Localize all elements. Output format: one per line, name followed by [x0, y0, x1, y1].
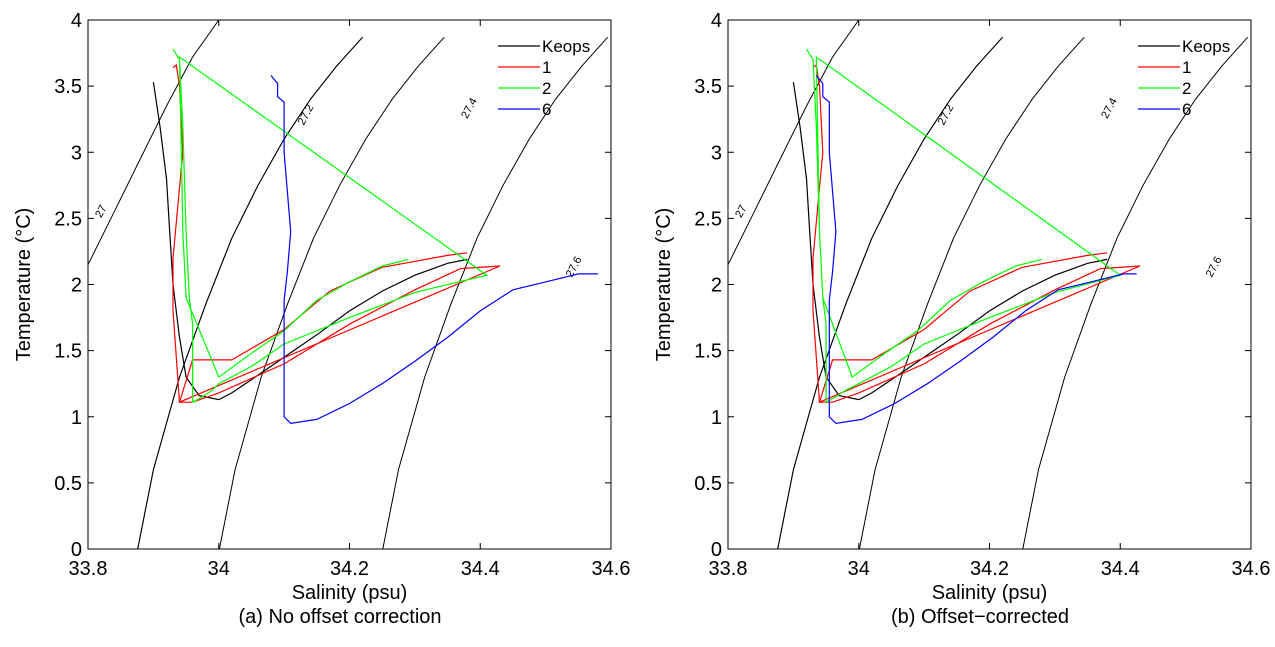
contour-label: 27.2 [936, 103, 957, 128]
y-axis-label: Temperature (°C) [653, 208, 675, 362]
y-tick-label: 0 [71, 539, 82, 561]
y-tick-label: 3 [71, 142, 82, 164]
x-tick-label: 33.8 [69, 558, 108, 580]
contour-line [382, 36, 609, 549]
series-line-2 [805, 48, 1122, 404]
x-tick-label: 34 [848, 558, 870, 580]
y-tick-label: 3 [711, 142, 722, 164]
caption-a: (a) No offset correction [238, 606, 442, 628]
y-tick-label: 0 [711, 539, 722, 561]
y-tick-label: 0.5 [54, 473, 82, 495]
series-line-1 [172, 63, 501, 404]
series-line-keops [152, 82, 468, 401]
legend: Keops 1 2 6 [1138, 37, 1230, 119]
legend-label-6: 6 [542, 100, 551, 119]
legend-label-keops: Keops [542, 37, 590, 56]
y-tick-label: 2 [711, 275, 722, 297]
series-line-2 [172, 48, 489, 404]
legend: Keops 1 2 6 [498, 37, 590, 119]
y-tick-label: 0.5 [694, 473, 722, 495]
x-tick-label: 34.6 [1232, 558, 1271, 580]
contour-label: 27.4 [459, 96, 480, 121]
series-line-keops [792, 82, 1108, 401]
caption-b: (b) Offset−corrected [890, 606, 1070, 628]
contour-line [777, 36, 1003, 549]
legend-label-2: 2 [542, 79, 551, 98]
x-tick-label: 34.2 [970, 558, 1009, 580]
y-tick-label: 2.5 [694, 208, 722, 230]
x-tick-label: 34.4 [461, 558, 500, 580]
y-tick-label: 4 [711, 10, 722, 32]
contour-label: 27 [93, 203, 109, 219]
y-tick-label: 1.5 [694, 341, 722, 363]
y-tick-label: 2.5 [54, 208, 82, 230]
series-group [792, 48, 1141, 425]
contour-line [218, 36, 445, 549]
contour-line [88, 20, 220, 265]
axes-box [727, 19, 1252, 550]
legend-label-1: 1 [1182, 58, 1191, 77]
x-tick-label: 34 [208, 558, 230, 580]
y-tick-label: 1.5 [54, 341, 82, 363]
y-tick-label: 4 [71, 10, 82, 32]
contour-label: 27.6 [564, 255, 585, 280]
contour-line [137, 36, 363, 549]
series-line-6 [815, 75, 1137, 425]
x-tick-label: 34.6 [592, 558, 631, 580]
contour-label: 27.6 [1204, 255, 1225, 280]
contour-line [858, 36, 1085, 549]
contour-line [728, 20, 860, 265]
x-tick-label: 33.8 [709, 558, 748, 580]
legend-label-1: 1 [542, 58, 551, 77]
y-axis-label: Temperature (°C) [13, 208, 35, 362]
contour-label: 27.4 [1099, 96, 1120, 121]
contour-label: 27 [733, 203, 749, 219]
y-tick-label: 3.5 [694, 76, 722, 98]
y-tick-label: 1 [711, 407, 722, 429]
series-group [152, 48, 598, 425]
series-line-6 [270, 75, 598, 425]
x-axis-label: Salinity (psu) [292, 582, 408, 604]
y-tick-label: 1 [71, 407, 82, 429]
x-tick-label: 34.4 [1101, 558, 1140, 580]
legend-label-keops: Keops [1182, 37, 1230, 56]
legend-label-6: 6 [1182, 100, 1191, 119]
x-tick-label: 34.2 [330, 558, 369, 580]
legend-label-2: 2 [1182, 79, 1191, 98]
isopycnal-contours [728, 20, 1249, 549]
contour-label: 27.2 [296, 103, 317, 128]
contour-line [777, 36, 1003, 549]
y-tick-label: 3.5 [54, 76, 82, 98]
isopycnal-contours [88, 20, 609, 549]
x-axis-label: Salinity (psu) [932, 582, 1048, 604]
contour-line [1022, 36, 1249, 549]
y-tick-label: 2 [71, 275, 82, 297]
series-line-1 [812, 63, 1141, 404]
